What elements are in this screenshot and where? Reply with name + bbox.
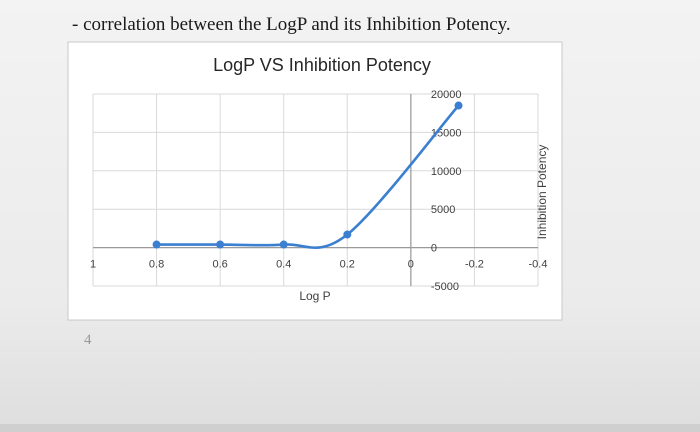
chart-area <box>67 41 563 321</box>
y-tick-label: 0 <box>431 243 437 255</box>
x-tick-label: 0.8 <box>149 259 164 271</box>
y-tick-label: 20000 <box>431 89 462 101</box>
x-tick-label: 1 <box>90 259 96 271</box>
x-tick-label: 0 <box>408 259 414 271</box>
y-tick-label: 10000 <box>431 166 462 178</box>
tick-labels: 1 0.8 0.6 0.4 0.2 0 -0.2 -0.4-50000500010000150… <box>90 89 548 293</box>
document-heading: - correlation between the LogP and its I… <box>72 14 511 35</box>
y-axis-label: Inhibition Potency <box>535 145 549 240</box>
x-axis-label: Log P <box>299 289 330 303</box>
chart-title: LogP VS Inhibition Potency <box>213 55 431 75</box>
series-line <box>156 104 460 249</box>
data-point <box>216 240 225 249</box>
y-tick-label: -5000 <box>431 281 459 293</box>
data-points <box>152 101 463 249</box>
data-point <box>454 101 463 110</box>
x-tick-label: -0.4 <box>529 259 548 271</box>
data-point <box>152 240 161 249</box>
x-tick-label: 0.6 <box>212 259 227 271</box>
handwritten-mark: 4 <box>84 332 92 348</box>
bottom-strip <box>0 424 700 432</box>
x-tick-label: 0.4 <box>276 259 291 271</box>
y-tick-label: 5000 <box>431 204 455 216</box>
data-point <box>279 240 288 249</box>
x-tick-label: -0.2 <box>465 259 484 271</box>
data-point <box>343 230 352 239</box>
x-tick-label: 0.2 <box>340 259 355 271</box>
